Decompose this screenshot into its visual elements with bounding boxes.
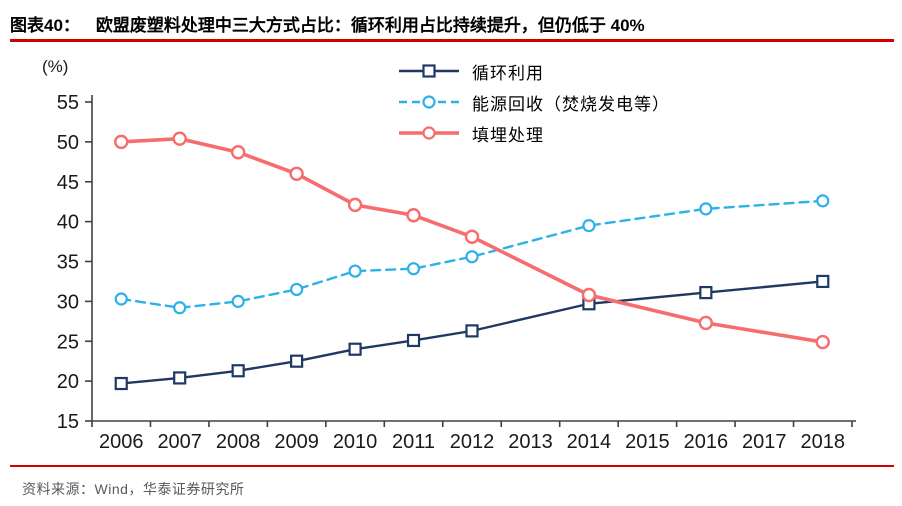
y-axis-unit-label: (%) xyxy=(42,57,69,76)
legend-swatch-marker xyxy=(422,95,436,109)
data-point-marker xyxy=(699,286,713,300)
series-line-0 xyxy=(120,280,824,385)
legend-label-energy-recovery: 能源回收（焚烧发电等） xyxy=(472,94,670,114)
x-tick-label: 2018 xyxy=(801,431,846,453)
y-tick-label: 40 xyxy=(57,212,79,234)
data-point-marker xyxy=(172,131,187,146)
x-tick-label: 2017 xyxy=(742,431,787,453)
data-point-marker xyxy=(231,364,245,378)
data-point-marker xyxy=(698,315,714,331)
x-tick-label: 2015 xyxy=(625,431,670,453)
x-tick-label: 2010 xyxy=(333,431,378,453)
data-point-marker xyxy=(464,229,480,244)
source-note: 资料来源：Wind，华泰证券研究所 xyxy=(22,481,245,497)
data-point-marker xyxy=(231,294,245,308)
chart-legend: 循环利用 能源回收（焚烧发电等） 填埋处理 xyxy=(398,60,670,145)
footer-divider xyxy=(10,465,894,467)
landfill-line-swatch-icon xyxy=(399,126,459,140)
y-tick-label: 25 xyxy=(57,331,79,353)
x-tick-label: 2016 xyxy=(684,431,729,453)
title-divider xyxy=(10,39,894,42)
data-point-marker xyxy=(114,376,128,391)
data-point-marker xyxy=(290,282,304,297)
data-point-marker xyxy=(581,287,597,303)
x-tick-label: 2008 xyxy=(216,431,261,453)
legend-swatch-marker xyxy=(422,64,436,78)
y-tick-label: 55 xyxy=(57,92,79,114)
chart-title: 欧盟废塑料处理中三大方式占比：循环利用占比持续提升，但仍低于 40% xyxy=(95,16,645,35)
data-point-marker xyxy=(699,202,713,216)
data-point-marker xyxy=(406,333,421,348)
y-tick-label: 30 xyxy=(57,291,79,313)
data-point-marker xyxy=(816,274,830,289)
data-point-marker xyxy=(816,194,830,208)
data-point-marker xyxy=(114,134,129,150)
y-tick-label: 50 xyxy=(57,132,79,154)
legend-label-landfill: 填埋处理 xyxy=(472,125,544,145)
data-point-marker xyxy=(348,264,362,278)
legend-swatch-marker xyxy=(422,126,436,140)
legend-item-energy-recovery: 能源回收（焚烧发电等） xyxy=(398,91,670,114)
y-tick-label: 20 xyxy=(57,371,79,393)
chart-header: 图表40： 欧盟废塑料处理中三大方式占比：循环利用占比持续提升，但仍低于 40% xyxy=(10,11,894,36)
x-tick-label: 2014 xyxy=(567,431,612,453)
data-point-marker xyxy=(815,334,830,350)
data-point-marker xyxy=(230,145,246,160)
energy-recovery-line-swatch-icon xyxy=(399,95,459,109)
data-point-marker xyxy=(406,262,421,276)
y-tick-label: 45 xyxy=(57,172,79,194)
data-point-marker xyxy=(406,208,421,223)
data-point-marker xyxy=(173,301,187,315)
data-point-marker xyxy=(465,250,479,264)
x-tick-label: 2011 xyxy=(392,431,435,453)
legend-item-recycling: 循环利用 xyxy=(398,60,670,83)
data-point-marker xyxy=(582,219,596,233)
series-line-2 xyxy=(119,136,825,344)
line-chart-canvas: 15 20 25 30 35 40 45 50 55 2006 2007 2008 2009 2010 20… xyxy=(57,92,856,453)
figure-number-label: 图表40： xyxy=(10,16,80,35)
x-tick-label: 2009 xyxy=(274,431,319,453)
data-point-marker xyxy=(290,354,304,368)
recycling-line-swatch-icon xyxy=(399,64,459,78)
data-point-marker xyxy=(114,292,128,306)
x-tick-label: 2013 xyxy=(508,431,553,453)
y-tick-label: 15 xyxy=(57,411,79,433)
data-point-marker xyxy=(348,342,362,356)
x-tick-label: 2007 xyxy=(157,431,202,453)
legend-label-recycling: 循环利用 xyxy=(472,63,544,83)
y-tick-label: 35 xyxy=(57,252,79,274)
x-tick-label: 2012 xyxy=(450,431,495,453)
data-point-marker xyxy=(465,324,479,338)
data-point-marker xyxy=(347,197,363,213)
data-point-marker xyxy=(289,166,304,181)
data-point-marker xyxy=(173,371,187,385)
legend-item-landfill: 填埋处理 xyxy=(398,122,670,145)
x-tick-label: 2006 xyxy=(99,431,144,453)
